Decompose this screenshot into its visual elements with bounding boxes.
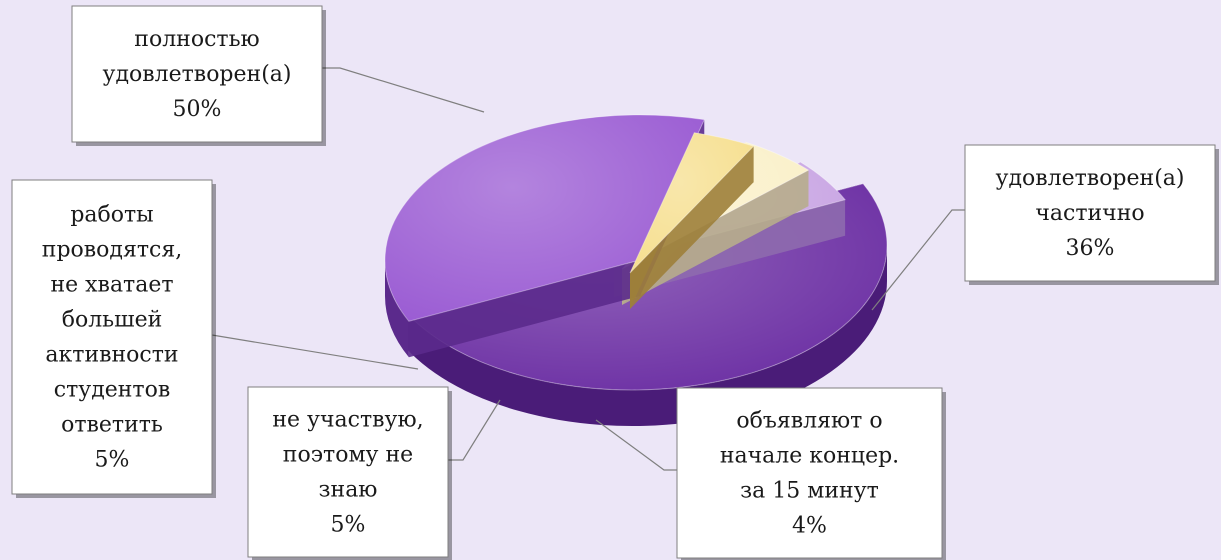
leader-line-1	[871, 209, 965, 311]
pie-slice-wall-3-1	[622, 170, 809, 305]
callout-box-2	[676, 387, 943, 559]
callout-3: не участвую, поэтому не знаю 5%	[247, 386, 452, 560]
slice-label-4-line-3: большей	[62, 308, 163, 333]
leader-line-4	[211, 334, 419, 370]
pie-slice-side-0-0	[400, 245, 887, 427]
callout-box-4	[11, 179, 213, 495]
slice-label-2-line-3: 4%	[792, 514, 827, 539]
pie-slice-wall-1-0	[408, 260, 640, 358]
slice-label-4-line-1: проводятся,	[42, 238, 182, 263]
callout-1: удовлетворен(а) частично 36%	[964, 144, 1219, 285]
slice-label-1-line-1: частично	[1035, 201, 1144, 226]
callout-0: полностью удовлетворен(а) 50%	[71, 5, 326, 146]
slice-label-0-line-1: удовлетворен(а)	[103, 62, 292, 87]
slice-label-2-line-0: объявляют о	[736, 409, 882, 434]
callout-box-3	[247, 386, 449, 558]
slice-label-0-line-2: 50%	[173, 97, 222, 122]
callout-2: объявляют о начале концер. за 15 минут 4%	[676, 387, 946, 560]
slice-label-2-line-1: начале концер.	[720, 444, 899, 469]
slice-label-3-line-2: знаю	[319, 478, 378, 503]
callout-box-1	[964, 144, 1216, 282]
slice-label-3-line-0: не участвую,	[272, 408, 423, 433]
slice-label-1-line-2: 36%	[1066, 236, 1115, 261]
pie-slice-wall-2-1	[630, 146, 754, 309]
slice-label-4-line-2: не хватает	[50, 273, 173, 298]
slice-label-4-line-0: работы	[70, 203, 153, 228]
slice-label-4-line-5: студентов	[54, 378, 170, 403]
leader-line-0	[322, 67, 485, 113]
slice-label-3-line-1: поэтому не	[283, 443, 413, 468]
slice-label-4-line-4: активности	[45, 343, 178, 368]
slice-label-0-line-0: полностью	[134, 27, 259, 52]
leader-line-2	[595, 419, 677, 471]
callout-4: работы проводятся, не хватает большей активн…	[11, 179, 216, 498]
callout-box-0	[71, 5, 323, 143]
slice-label-4-line-7: 5%	[95, 448, 130, 473]
pie-slice-highlight-2	[630, 132, 754, 273]
pie-slice-highlight-1	[385, 114, 705, 322]
pie-slice-side-1-0	[385, 260, 409, 358]
slice-label-2-line-2: за 15 минут	[740, 479, 879, 504]
slice-label-4-line-6: ответить	[61, 413, 163, 438]
slice-label-3-line-3: 5%	[331, 513, 366, 538]
slice-label-1-line-0: удовлетворен(а)	[996, 166, 1185, 191]
leader-line-3	[448, 399, 501, 461]
